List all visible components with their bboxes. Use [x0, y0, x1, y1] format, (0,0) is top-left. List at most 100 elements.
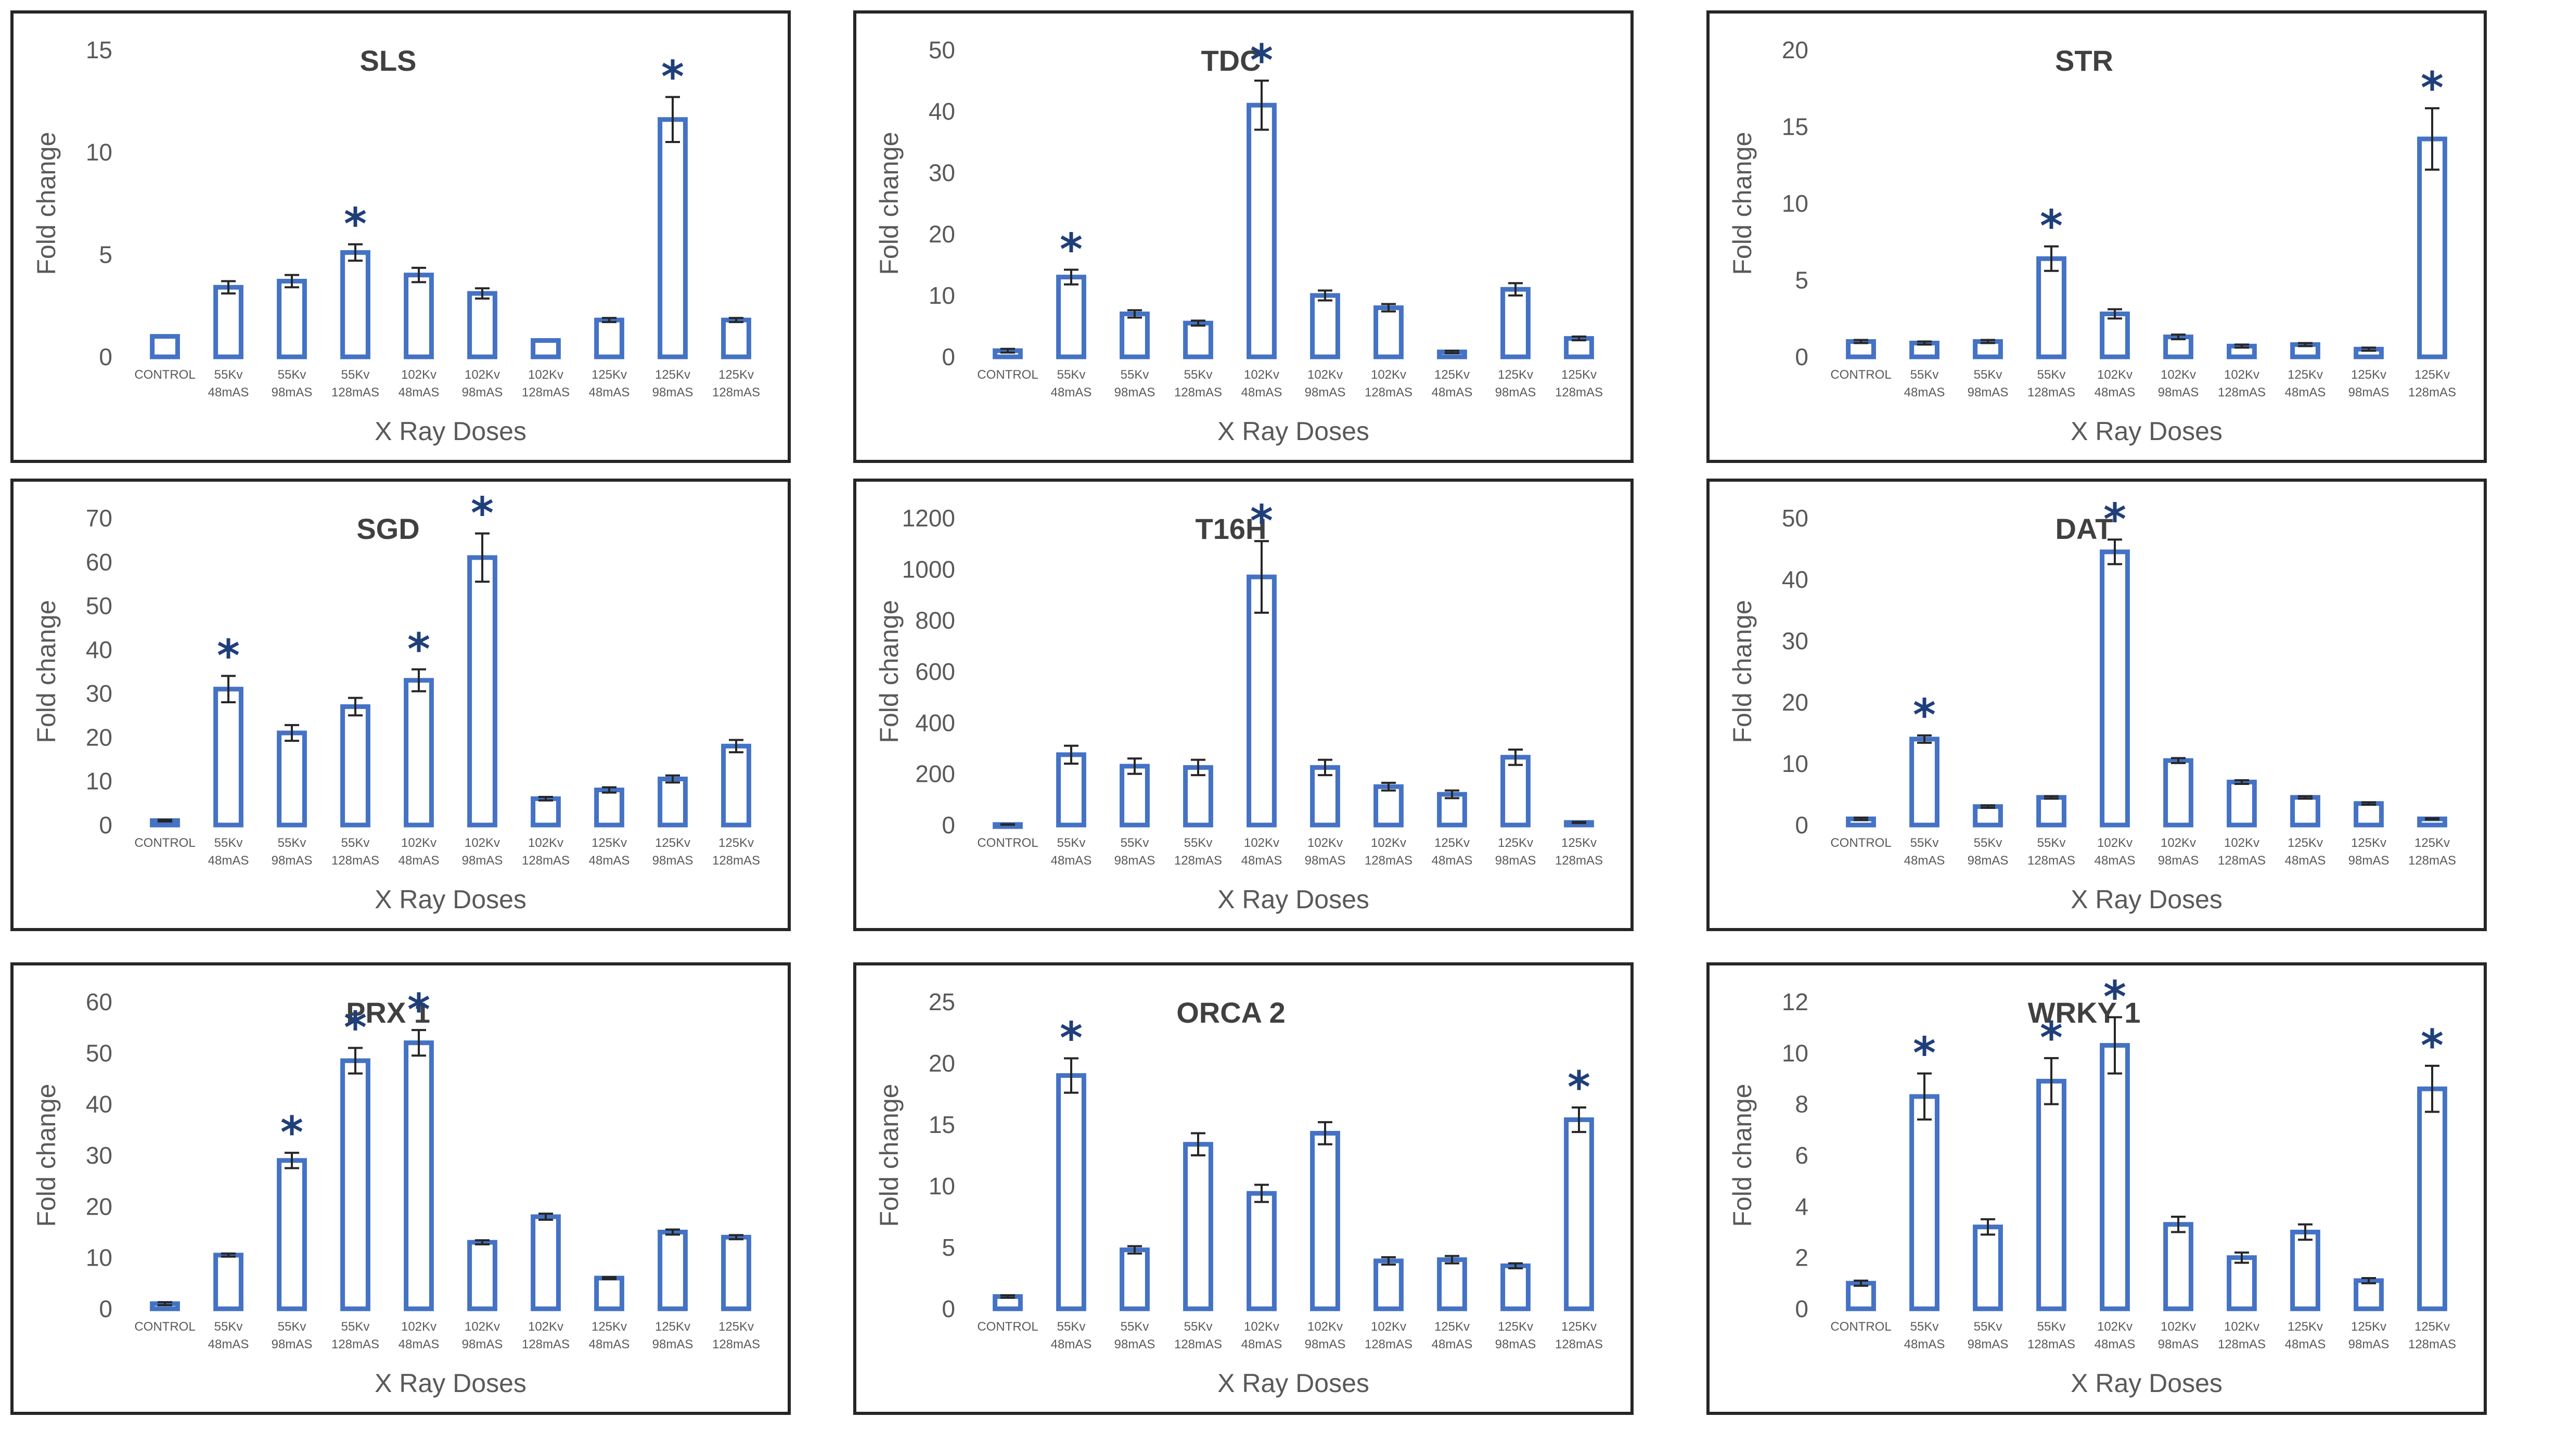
error-bar: [2298, 342, 2313, 347]
x-tick-label: 55Kv: [1184, 368, 1213, 382]
y-tick-label: 20: [929, 1050, 955, 1077]
x-tick-label: CONTROL: [134, 836, 195, 850]
x-tick-label: 48mAS: [1051, 1337, 1092, 1351]
x-axis-label: X Ray Doses: [375, 417, 526, 446]
error-bar: [158, 1301, 172, 1307]
x-tick-label: 55Kv: [1910, 1320, 1939, 1334]
bar: [658, 777, 688, 828]
error-bar: [1191, 319, 1205, 327]
error-bar: [2361, 1277, 2376, 1284]
x-tick-label: 125Kv: [1561, 1320, 1597, 1334]
y-tick-label: 50: [86, 1039, 112, 1066]
x-tick-label: 48mAS: [1241, 1337, 1282, 1351]
error-bar: [1854, 816, 1868, 821]
x-tick-label: CONTROL: [1830, 836, 1891, 850]
x-tick-label: 48mAS: [2285, 1337, 2326, 1351]
chart-svg: SLS 0 5 10 15 Fold change CONTROL 55Kv 48mAS 55Kv…: [32, 36, 760, 446]
x-tick-label: 102Kv: [528, 836, 563, 850]
error-bar: [1127, 1245, 1142, 1255]
significance-star: *: [1913, 1028, 1936, 1079]
x-tick-label: 125Kv: [1561, 836, 1597, 850]
bar: [1247, 1191, 1277, 1311]
error-bar: [1917, 1072, 1932, 1121]
error-bar: [1191, 758, 1205, 777]
x-tick-label: 55Kv: [278, 368, 306, 382]
x-tick-label: 125Kv: [718, 1320, 754, 1334]
bar: [531, 338, 561, 359]
x-tick-label: 98mAS: [2348, 854, 2390, 868]
bar: [2036, 1078, 2066, 1311]
error-bar: [665, 774, 680, 784]
chart-svg: PRX 1 0 10 20 30 40 50 60 Fold change CONTROL 55Kv…: [32, 984, 760, 1398]
error-bar: [2234, 779, 2249, 785]
error-bar: [1508, 282, 1523, 297]
error-bar: [1254, 80, 1269, 131]
bar: [340, 1058, 370, 1311]
x-tick-label: 102Kv: [2224, 836, 2259, 850]
x-tick-label: 48mAS: [399, 854, 440, 868]
error-bar: [1254, 540, 1269, 614]
x-tick-label: 48mAS: [208, 854, 249, 868]
chart-svg: DAT 0 10 20 30 40 50 Fold change CONTROL * 55Kv 48m…: [1728, 494, 2456, 914]
error-bar: [538, 1213, 553, 1221]
bar: [721, 317, 751, 359]
x-tick-label: 102Kv: [2224, 368, 2259, 382]
error-bar: [285, 724, 299, 742]
chart-svg: STR 0 5 10 15 20 Fold change CONTROL 55Kv 48mAS 55…: [1728, 36, 2456, 446]
x-tick-label: 125Kv: [2414, 1320, 2450, 1334]
bar: [2417, 136, 2447, 359]
error-bar: [1381, 303, 1396, 313]
x-tick-label: 98mAS: [462, 854, 503, 868]
x-tick-label: 98mAS: [462, 385, 503, 400]
error-bar: [1064, 268, 1078, 286]
x-axis-label: X Ray Doses: [2071, 1369, 2223, 1398]
chart-panel-wrky-1: WRKY 1 0 2 4 6 8 10 12 Fold change CONTROL * 55Kv 48…: [1706, 962, 2487, 1415]
x-tick-label: CONTROL: [134, 1320, 195, 1334]
bar: [213, 1253, 243, 1311]
error-bar: [2108, 308, 2122, 320]
bar: [721, 743, 751, 828]
x-tick-label: 48mAS: [399, 385, 440, 400]
error-bar: [1064, 744, 1078, 765]
x-tick-label: CONTROL: [1830, 1320, 1891, 1334]
y-tick-label: 50: [1782, 505, 1808, 532]
error-bar: [412, 266, 426, 284]
y-tick-label: 50: [86, 592, 112, 620]
bar: [404, 678, 434, 828]
x-tick-label: 48mAS: [1904, 385, 1945, 400]
x-tick-label: 125Kv: [1498, 368, 1533, 382]
bar: [1500, 287, 1531, 359]
chart-title: T16H: [1196, 512, 1267, 545]
y-tick-label: 1000: [902, 556, 955, 583]
y-tick-label: 4: [1795, 1193, 1808, 1220]
bar: [1909, 737, 1939, 828]
error-bar: [1127, 309, 1142, 319]
y-axis-label: Fold change: [875, 1084, 904, 1227]
y-tick-label: 200: [915, 761, 955, 788]
error-bar: [2425, 1064, 2439, 1113]
x-tick-label: 125Kv: [1498, 836, 1533, 850]
y-tick-label: 0: [99, 811, 112, 839]
error-bar: [2234, 1251, 2249, 1264]
x-tick-label: 98mAS: [1495, 1337, 1536, 1351]
error-bar: [221, 280, 236, 295]
y-tick-label: 5: [1795, 267, 1808, 294]
x-tick-label: 98mAS: [1968, 1337, 2009, 1351]
x-tick-label: 102Kv: [1244, 836, 1279, 850]
x-axis-label: X Ray Doses: [1217, 885, 1369, 914]
chart-svg: TDC 0 10 20 30 40 50 Fold change CONTROL * 55Kv 48m…: [875, 35, 1603, 446]
y-axis-label: Fold change: [32, 132, 61, 275]
y-tick-label: 40: [1782, 566, 1808, 593]
error-bar: [1917, 340, 1932, 346]
error-bar: [475, 1239, 490, 1246]
x-tick-label: 128mAS: [2027, 385, 2075, 400]
bar: [594, 788, 624, 828]
y-tick-label: 400: [915, 709, 955, 736]
x-tick-label: 98mAS: [1305, 385, 1346, 400]
significance-star: *: [2103, 494, 2126, 545]
error-bar: [2298, 1223, 2313, 1241]
x-tick-label: 48mAS: [1432, 385, 1473, 400]
bar: [1846, 1281, 1876, 1311]
x-tick-label: 98mAS: [652, 385, 693, 400]
y-tick-label: 10: [1782, 190, 1808, 217]
